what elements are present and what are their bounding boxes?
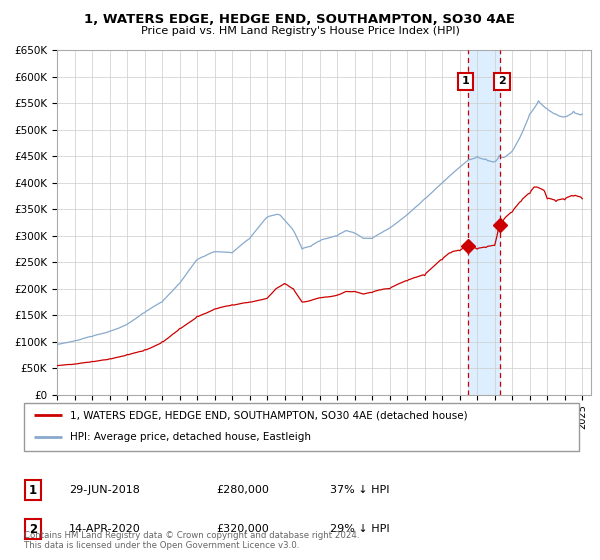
- Bar: [468, 50, 500, 395]
- Text: 1: 1: [29, 483, 37, 497]
- Text: £280,000: £280,000: [216, 485, 269, 495]
- Text: £320,000: £320,000: [216, 524, 269, 534]
- FancyBboxPatch shape: [24, 403, 579, 451]
- Text: 2: 2: [499, 76, 506, 86]
- Text: 1: 1: [462, 76, 470, 86]
- Text: 1, WATERS EDGE, HEDGE END, SOUTHAMPTON, SO30 4AE (detached house): 1, WATERS EDGE, HEDGE END, SOUTHAMPTON, …: [70, 410, 467, 420]
- Text: 14-APR-2020: 14-APR-2020: [69, 524, 141, 534]
- Text: 37% ↓ HPI: 37% ↓ HPI: [330, 485, 389, 495]
- Text: 2: 2: [29, 522, 37, 536]
- Text: 1, WATERS EDGE, HEDGE END, SOUTHAMPTON, SO30 4AE: 1, WATERS EDGE, HEDGE END, SOUTHAMPTON, …: [85, 13, 515, 26]
- Text: 29% ↓ HPI: 29% ↓ HPI: [330, 524, 389, 534]
- Text: Price paid vs. HM Land Registry's House Price Index (HPI): Price paid vs. HM Land Registry's House …: [140, 26, 460, 36]
- Text: Contains HM Land Registry data © Crown copyright and database right 2024.
This d: Contains HM Land Registry data © Crown c…: [24, 530, 359, 550]
- Text: 29-JUN-2018: 29-JUN-2018: [69, 485, 140, 495]
- Text: HPI: Average price, detached house, Eastleigh: HPI: Average price, detached house, East…: [70, 432, 311, 442]
